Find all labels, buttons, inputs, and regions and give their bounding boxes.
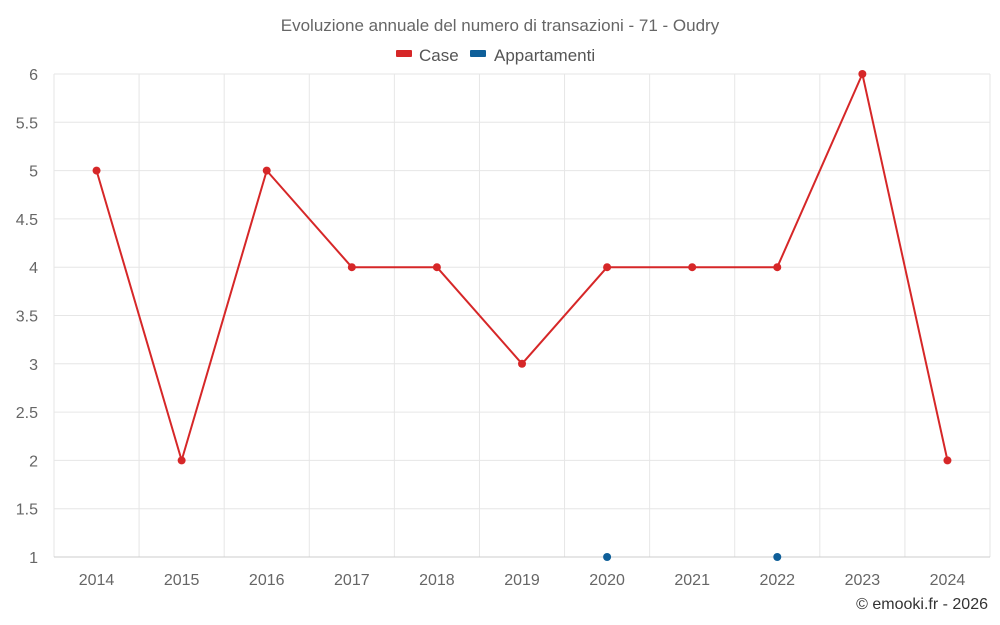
x-tick-label: 2015 <box>164 572 200 589</box>
x-axis-ticks: 2014 2015 2016 2017 2018 2019 2020 2021 2022 2023… <box>79 572 966 589</box>
y-tick-label: 4 <box>29 260 38 277</box>
y-tick-label: 5.5 <box>16 115 38 132</box>
y-tick-label: 3 <box>29 357 38 374</box>
y-axis-ticks: 1 1.5 2 2.5 3 3.5 4 4.5 5 5.5 6 <box>16 67 38 567</box>
x-tick-label: 2018 <box>419 572 455 589</box>
x-tick-label: 2016 <box>249 572 285 589</box>
y-tick-label: 5 <box>29 164 38 181</box>
data-point-case-2015[interactable] <box>177 456 186 465</box>
x-tick-label: 2019 <box>504 572 540 589</box>
legend-label-appartamenti: Appartamenti <box>494 46 595 65</box>
x-tick-label: 2017 <box>334 572 370 589</box>
legend-label-case: Case <box>419 46 459 65</box>
legend-swatch-case <box>396 50 412 57</box>
y-tick-label: 1.5 <box>16 502 38 519</box>
x-tick-label: 2014 <box>79 572 115 589</box>
y-tick-label: 2.5 <box>16 405 38 422</box>
legend-item-case[interactable]: Case <box>396 46 459 65</box>
series-appartamenti <box>603 553 782 561</box>
chart-title: Evoluzione annuale del numero di transaz… <box>281 16 720 35</box>
x-tick-label: 2021 <box>674 572 710 589</box>
series-case <box>92 70 952 465</box>
data-point-case-2017[interactable] <box>347 263 356 272</box>
data-point-case-2023[interactable] <box>858 70 867 78</box>
x-tick-label: 2020 <box>589 572 625 589</box>
x-tick-label: 2023 <box>845 572 881 589</box>
x-tick-label: 2024 <box>930 572 966 589</box>
data-point-case-2016[interactable] <box>262 166 271 175</box>
y-tick-label: 3.5 <box>16 309 38 326</box>
legend[interactable]: Case Appartamenti <box>396 46 595 65</box>
legend-swatch-appartamenti <box>470 50 486 57</box>
data-point-case-2020[interactable] <box>603 263 612 272</box>
y-tick-label: 1 <box>29 550 38 567</box>
data-point-case-2022[interactable] <box>773 263 782 272</box>
data-point-case-2018[interactable] <box>432 263 441 272</box>
data-point-case-2021[interactable] <box>688 263 697 272</box>
gridlines <box>53 73 991 558</box>
legend-item-appartamenti[interactable]: Appartamenti <box>470 46 595 65</box>
data-point-appartamenti-2020[interactable] <box>603 553 612 561</box>
data-point-appartamenti-2022[interactable] <box>773 553 782 561</box>
credit-text: © emooki.fr - 2026 <box>856 596 988 613</box>
data-point-case-2024[interactable] <box>943 456 952 465</box>
x-tick-label: 2022 <box>759 572 795 589</box>
data-point-case-2014[interactable] <box>92 166 101 175</box>
data-point-case-2019[interactable] <box>518 359 526 368</box>
y-tick-label: 2 <box>29 453 38 470</box>
y-tick-label: 6 <box>29 67 38 84</box>
y-tick-label: 4.5 <box>16 212 38 229</box>
series-layer <box>92 70 952 561</box>
